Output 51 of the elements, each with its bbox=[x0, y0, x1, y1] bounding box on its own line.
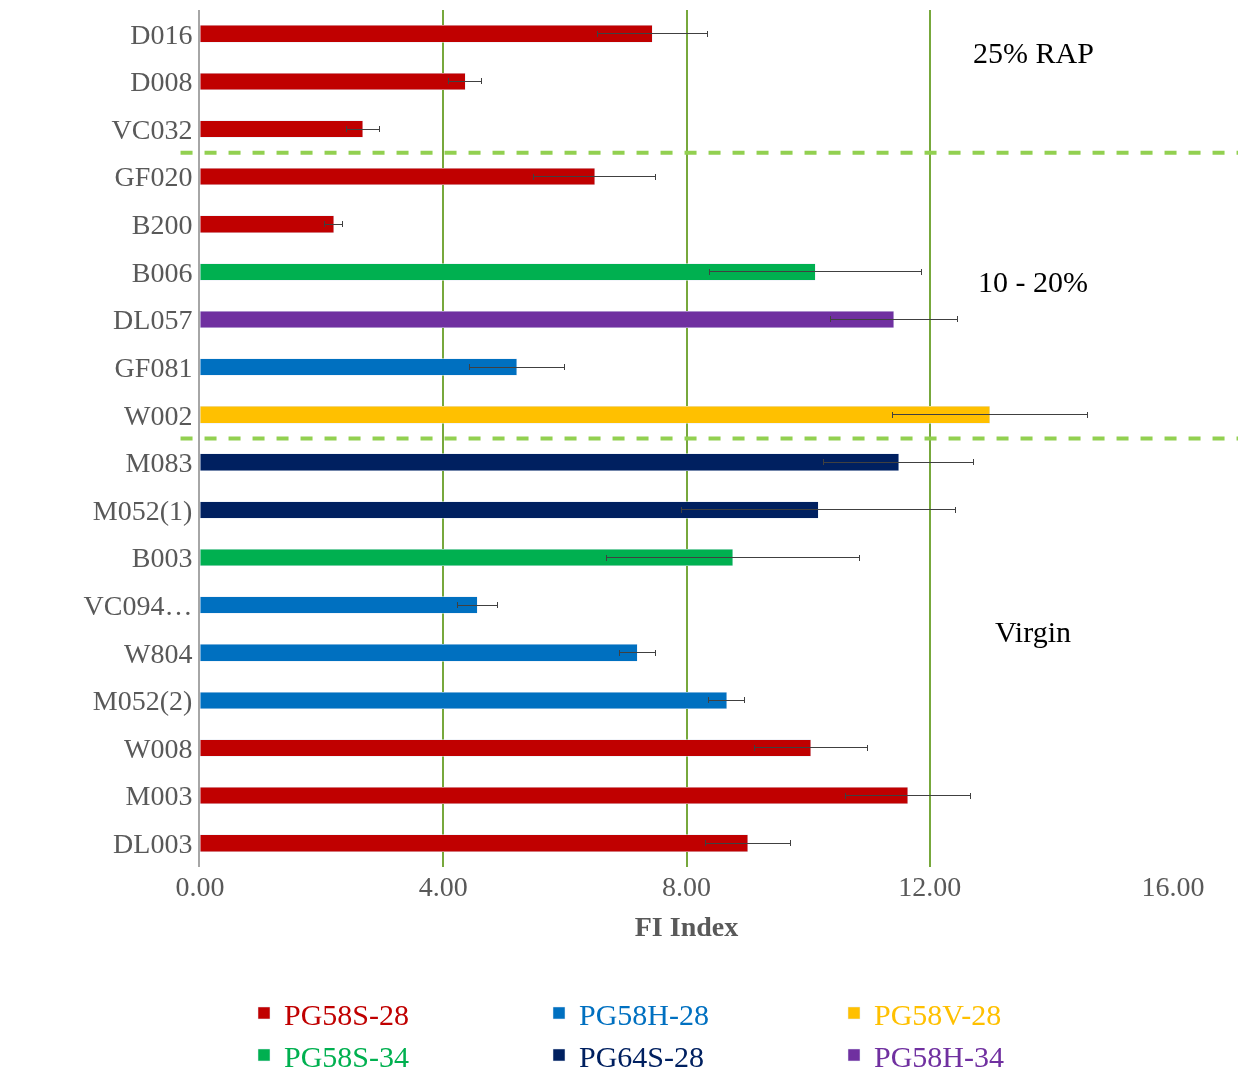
legend-label: PG58S-34 bbox=[284, 1039, 410, 1073]
y-tick-label: W002 bbox=[123, 399, 193, 431]
y-tick-label: DL057 bbox=[113, 304, 193, 336]
legend-label: PG58H-34 bbox=[874, 1039, 1005, 1073]
y-tick-label: VC032 bbox=[111, 113, 193, 145]
y-tick-label: M052(2) bbox=[92, 685, 193, 717]
bar bbox=[200, 310, 895, 329]
y-tick-label: D016 bbox=[130, 18, 193, 50]
annotation: 25% RAP bbox=[973, 36, 1094, 69]
x-tick-label: 8.00 bbox=[662, 871, 711, 902]
y-tick-label: GF081 bbox=[114, 351, 193, 383]
x-tick-label: 4.00 bbox=[418, 871, 468, 902]
bar bbox=[200, 691, 727, 709]
bar bbox=[200, 358, 518, 376]
y-tick-label: M083 bbox=[125, 447, 193, 479]
y-tick-label: DL003 bbox=[113, 827, 193, 859]
legend-label: PG64S-28 bbox=[579, 1039, 705, 1073]
legend-label: PG58H-28 bbox=[579, 997, 710, 1031]
y-tick-label: W804 bbox=[123, 637, 193, 669]
x-tick-label: 12.00 bbox=[898, 871, 962, 902]
x-tick-label: 0.00 bbox=[175, 871, 225, 902]
bar bbox=[200, 596, 478, 614]
y-tick-label: B200 bbox=[131, 209, 193, 241]
legend-label: PG58S-28 bbox=[284, 997, 410, 1031]
bar bbox=[200, 263, 816, 281]
y-tick-label: M052(1) bbox=[92, 494, 193, 526]
x-tick-label: 16.00 bbox=[1141, 871, 1205, 902]
bar bbox=[200, 644, 638, 662]
annotation: 10 - 20% bbox=[978, 265, 1088, 298]
y-tick-label: GF020 bbox=[114, 161, 193, 193]
y-tick-label: B006 bbox=[131, 256, 193, 288]
y-tick-label: W008 bbox=[123, 732, 193, 764]
bar bbox=[200, 120, 364, 138]
bar bbox=[200, 72, 466, 90]
bar bbox=[200, 406, 991, 424]
bar bbox=[200, 215, 335, 233]
legend-label: PG58V-28 bbox=[874, 997, 1002, 1031]
bar bbox=[200, 501, 819, 519]
bar bbox=[200, 834, 749, 852]
y-tick-label: B003 bbox=[131, 542, 193, 574]
y-tick-label: D008 bbox=[130, 66, 193, 98]
y-tick-label: VC094… bbox=[83, 589, 193, 621]
bar bbox=[200, 453, 899, 471]
x-axis-title: FI Index bbox=[634, 911, 739, 943]
bar bbox=[200, 25, 653, 43]
bar bbox=[200, 739, 811, 757]
bar bbox=[200, 787, 909, 805]
bar bbox=[200, 168, 595, 186]
bar bbox=[200, 548, 733, 567]
y-tick-label: M003 bbox=[125, 780, 193, 812]
annotation: Virgin bbox=[995, 615, 1071, 648]
